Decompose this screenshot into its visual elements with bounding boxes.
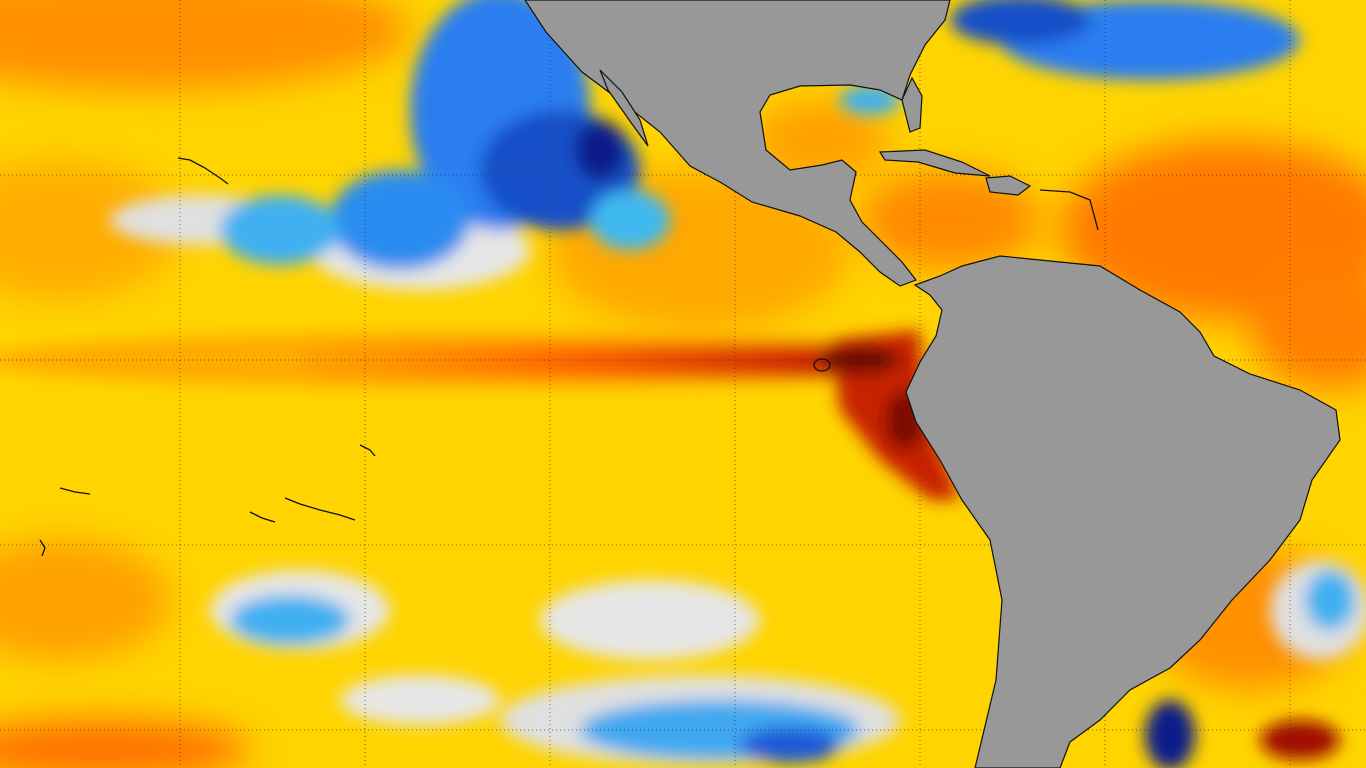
pacific-islands [59, 487, 91, 495]
cool-core [1145, 700, 1195, 768]
warm-patch [0, 0, 410, 90]
cool-patch [590, 190, 670, 250]
warm-patch [1060, 140, 1366, 320]
cool-patch [950, 0, 1090, 45]
pacific-islands [359, 444, 376, 457]
cool-patch [220, 195, 340, 265]
warm-patch [1250, 270, 1366, 390]
hispaniola [985, 175, 1032, 196]
florida [901, 76, 923, 133]
warm-patch [0, 540, 170, 660]
warm-patch [0, 720, 250, 768]
islands [39, 157, 1099, 557]
pacific-islands [39, 539, 46, 557]
equatorial-hot [300, 345, 920, 377]
warm-patch [0, 160, 180, 300]
lesser-antilles [1039, 189, 1099, 231]
equatorial-band [0, 330, 1020, 500]
neutral-patch [540, 580, 760, 660]
warm-patch [860, 170, 1040, 270]
warm-patch [750, 100, 890, 180]
galapagos [813, 358, 831, 372]
cool-patch [230, 595, 350, 645]
warm-core [1260, 720, 1340, 760]
cool-patch [1305, 570, 1355, 630]
cool-patch [740, 727, 840, 763]
cool-core [575, 120, 625, 180]
hawaii [177, 157, 229, 185]
baja-california [599, 69, 649, 147]
south-america [905, 255, 1341, 768]
north-america [524, 0, 951, 287]
neutral-patch [340, 675, 500, 725]
polynesia [284, 497, 356, 521]
cool-patch [330, 170, 470, 270]
land [524, 0, 1341, 768]
cool-areas [110, 0, 1366, 768]
pacific-islands [249, 511, 276, 523]
cuba [878, 149, 991, 177]
